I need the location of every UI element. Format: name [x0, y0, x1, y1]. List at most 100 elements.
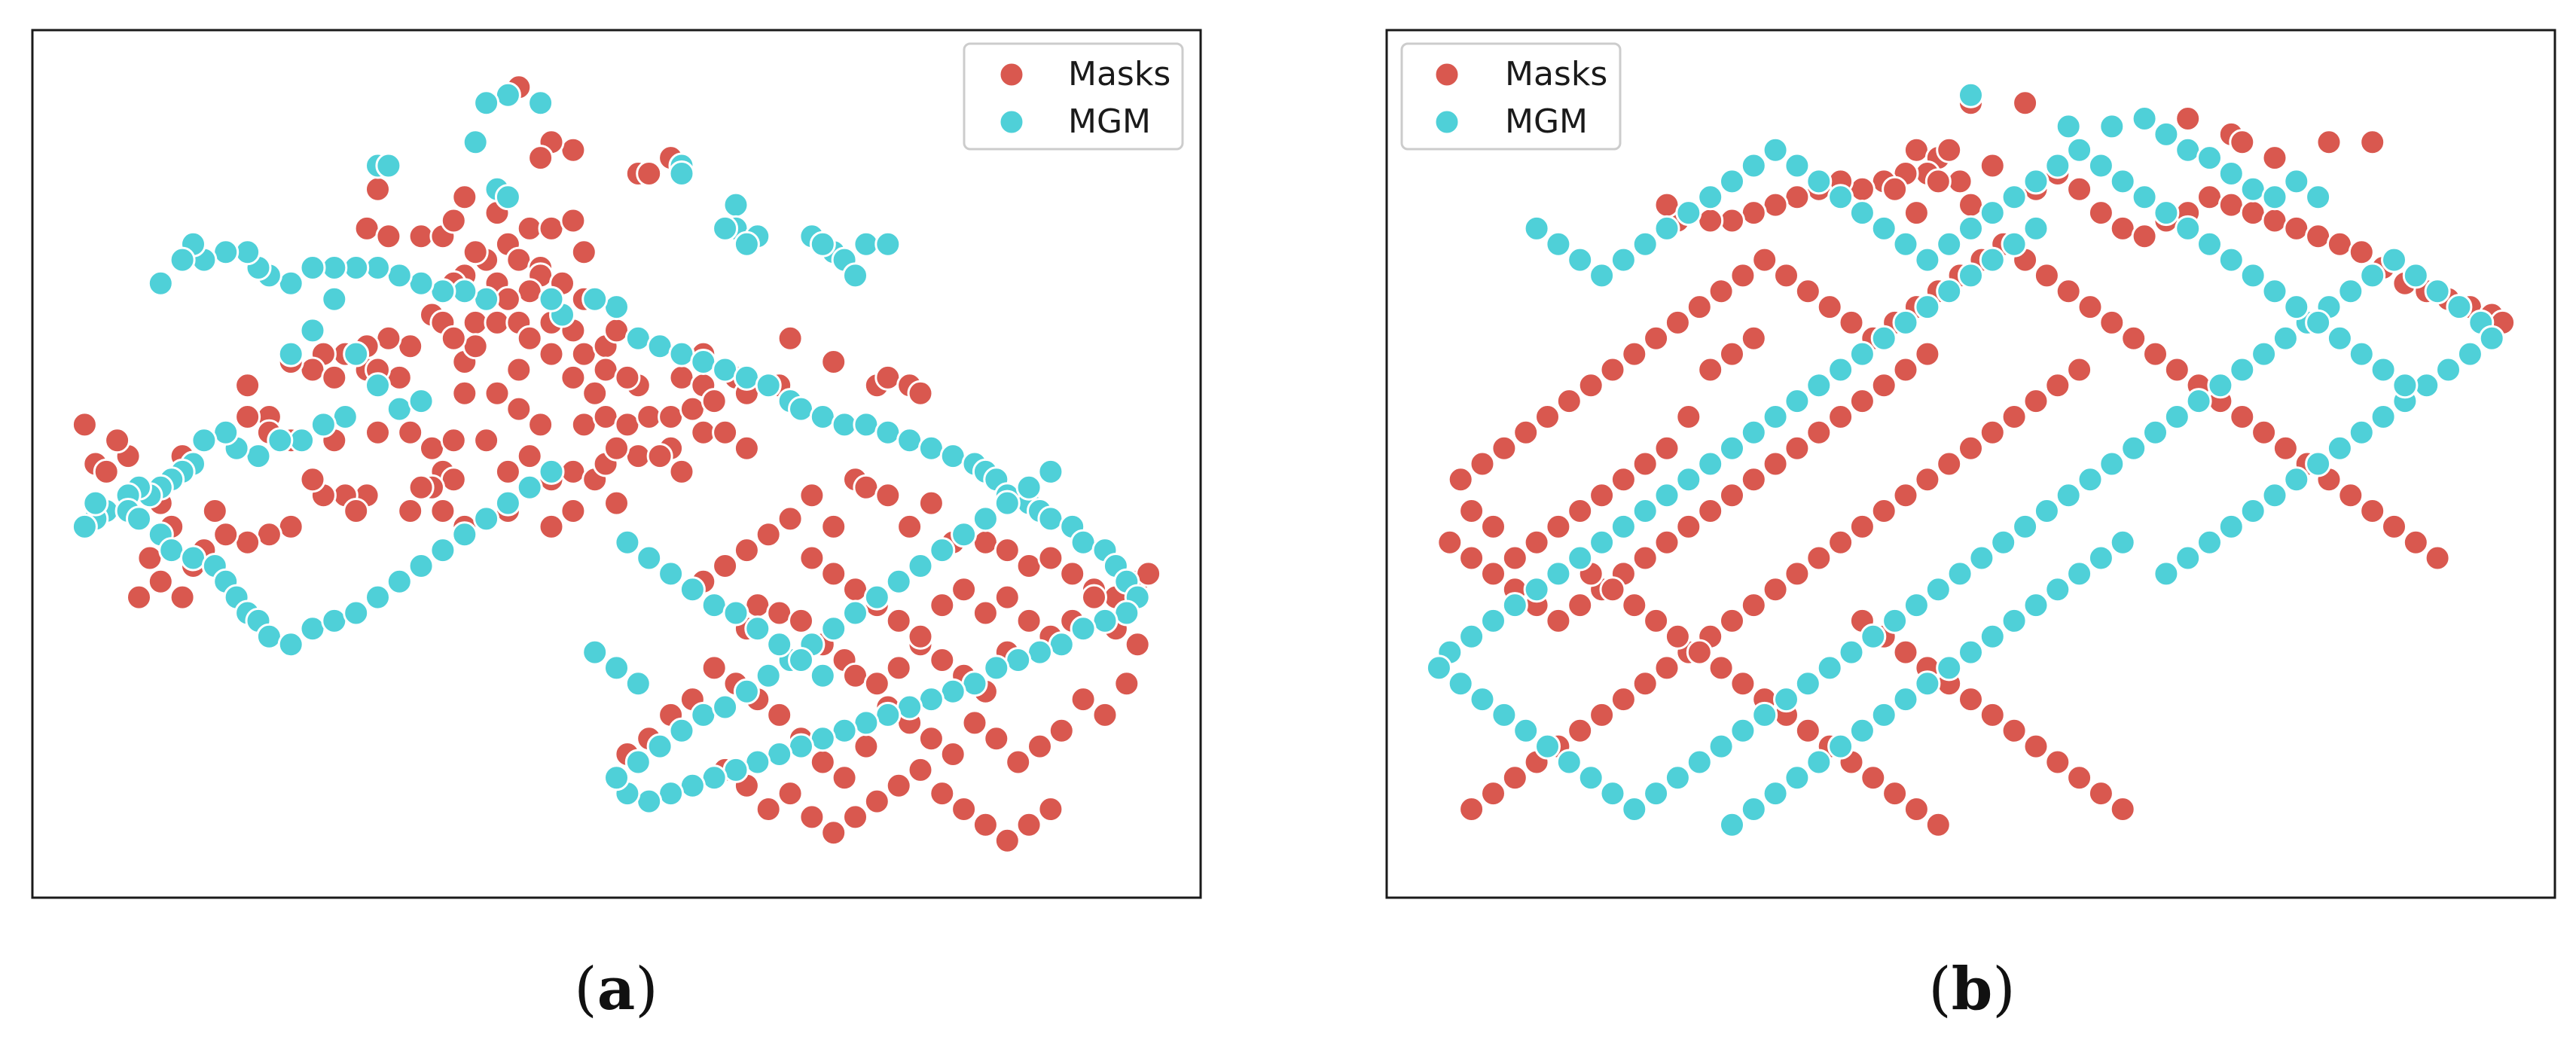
panel-a-point-masks-42: [570, 340, 597, 368]
panel-b-point-masks-72: [1653, 654, 1680, 682]
panel-b-point-mgm-55: [1751, 701, 1778, 728]
panel-b-point-mgm-82: [2337, 278, 2364, 305]
panel-b-point-masks-129: [1664, 309, 1691, 336]
panel-b-point-masks-63: [1848, 513, 1876, 540]
panel-a-point-masks-81: [658, 404, 685, 430]
panel-b-point-masks-109: [1653, 435, 1680, 462]
panel-b-point-mgm-73: [2142, 419, 2169, 446]
panel-a-point-masks-79: [614, 411, 641, 438]
panel-a-point-masks-12: [407, 223, 435, 250]
panel-a-point-mgm-159: [863, 584, 890, 611]
panel-b-point-masks-137: [1838, 309, 1865, 336]
panel-b-point-mgm-24: [1762, 404, 1789, 430]
panel-b-point-masks-104: [1914, 340, 1941, 368]
panel-a-point-mgm-85: [365, 584, 391, 611]
panel-a-point-mgm-81: [277, 631, 304, 658]
panel-a-point-mgm-149: [646, 733, 673, 760]
panel-b-point-mgm-109: [1610, 246, 1637, 273]
panel-b-point-masks-193: [1599, 576, 1626, 603]
panel-a-point-masks-17: [538, 215, 565, 242]
panel-a-point-masks-103: [646, 443, 673, 470]
panel-b-points: [1425, 81, 2516, 838]
panel-a-point-mgm-9: [494, 184, 521, 211]
panel-a-point-mgm-151: [690, 701, 717, 728]
panel-b-point-mgm-18: [1892, 309, 1919, 336]
panel-a-point-masks-92: [777, 325, 804, 352]
panel-b-point-masks-98: [1784, 435, 1811, 462]
panel-a-point-mgm-142: [700, 764, 728, 791]
panel-b-point-masks-75: [1589, 701, 1616, 728]
panel-a-point-mgm-157: [820, 615, 847, 642]
panel-a-point-mgm-73: [158, 537, 185, 564]
panel-b-point-mgm-122: [1892, 230, 1919, 258]
panel-b-point-masks-96: [1740, 466, 1767, 493]
panel-b-point-masks-58: [1958, 435, 1984, 462]
panel-b-legend-marker-mgm: [1433, 108, 1460, 136]
panel-a-point-mgm-108: [917, 435, 945, 462]
panel-a-point-masks-212: [755, 796, 782, 822]
panel-b-point-masks-174: [2044, 749, 2071, 776]
panel-a-point-mgm-96: [668, 340, 695, 368]
panel-b-point-mgm-51: [1664, 764, 1691, 791]
panel-b-point-mgm-164: [1719, 811, 1745, 838]
panel-b-point-masks-119: [1447, 466, 1474, 493]
panel-a-point-masks-115: [603, 435, 630, 462]
panel-a-point-masks-152: [853, 474, 880, 501]
panel-a-point-masks-237: [929, 592, 956, 619]
panel-b-point-mgm-20: [1848, 340, 1876, 368]
panel-b-point-masks-14: [1979, 152, 2006, 179]
panel-b-point-masks-69: [1719, 607, 1745, 634]
panel-a-point-masks-192: [983, 725, 1010, 752]
panel-a-point-masks-51: [375, 325, 402, 352]
panel-b-legend: Masks MGM: [1400, 42, 1622, 151]
panel-b-point-masks-108: [1675, 404, 1702, 430]
panel-b-point-mgm-144: [2370, 356, 2397, 383]
panel-a-point-mgm-35: [277, 270, 304, 297]
panel-b-point-masks-156: [2251, 419, 2278, 446]
panel-a-point-mgm-131: [939, 678, 966, 705]
panel-b-point-mgm-64: [1946, 560, 1973, 587]
panel-b-point-masks-124: [1555, 388, 1583, 415]
panel-b-point-masks-105: [1719, 340, 1745, 368]
panel-a-point-masks-95: [874, 364, 902, 391]
panel-b-point-masks-178: [1924, 811, 1952, 838]
panel-a-point-masks-41: [538, 340, 565, 368]
panel-a-point-mgm-23: [581, 285, 609, 313]
panel-b-point-mgm-53: [1708, 733, 1735, 760]
panel-a-point-masks-127: [299, 466, 326, 493]
panel-b-point-mgm-118: [1805, 168, 1833, 195]
panel-b-point-masks-22: [1762, 191, 1789, 218]
panel-b-point-mgm-105: [1523, 215, 1550, 242]
panel-a-point-masks-225: [1037, 796, 1064, 822]
panel-a-point-masks-235: [885, 607, 912, 634]
panel-b-point-masks-152: [2163, 356, 2190, 383]
panel-a-point-masks-214: [798, 804, 826, 831]
panel-a-point-mgm-82: [299, 615, 326, 642]
panel-a-point-masks-149: [798, 482, 826, 509]
panel-b-point-masks-23: [1740, 200, 1767, 227]
panel-b-point-masks-102: [1870, 372, 1897, 399]
panel-a-point-masks-70: [419, 435, 445, 462]
panel-a-point-masks-230: [777, 505, 804, 532]
panel-b-point-mgm-157: [1870, 701, 1897, 728]
panel-a-point-masks-240: [993, 584, 1021, 611]
panel-b-point-mgm-137: [2217, 246, 2245, 273]
panel-b-point-mgm-30: [1631, 498, 1659, 524]
panel-b-point-mgm-142: [2326, 325, 2353, 352]
panel-b-point-mgm-6: [2196, 145, 2223, 172]
panel-b-point-masks-191: [1643, 607, 1670, 634]
panel-a-point-masks-73: [451, 380, 478, 407]
panel-a-point-mgm-55: [245, 443, 272, 470]
panel-b-point-masks-15: [1946, 168, 1973, 195]
panel-b-point-mgm-43: [1491, 701, 1518, 728]
panel-b-point-masks-122: [1512, 419, 1540, 446]
panel-a-point-masks-89: [679, 395, 706, 422]
panel-a-point-mgm-130: [961, 670, 988, 697]
panel-a-point-masks-71: [440, 427, 467, 454]
panel-a-point-mgm-134: [874, 701, 902, 728]
panel-a-point-masks-199: [831, 764, 858, 791]
panel-a-point-mgm-133: [896, 694, 923, 721]
panel-a-point-masks-219: [907, 756, 934, 783]
panel-a-point-mgm-141: [722, 756, 749, 783]
panel-a-point-masks-11: [375, 223, 402, 250]
